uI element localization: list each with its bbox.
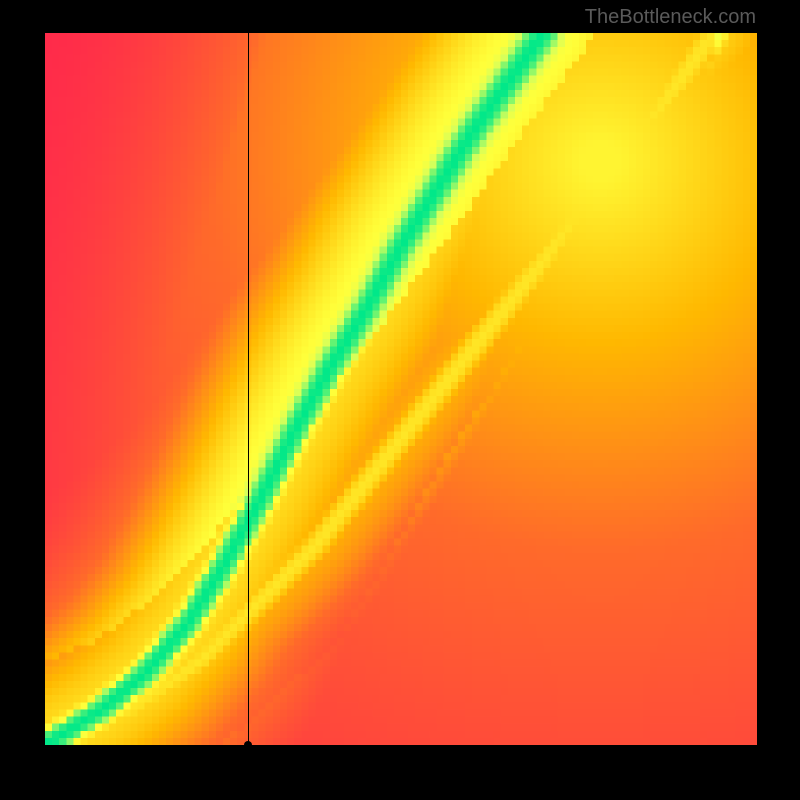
plot-area	[44, 32, 756, 744]
crosshair-marker	[244, 741, 252, 749]
watermark-text: TheBottleneck.com	[585, 6, 756, 29]
heatmap-canvas	[45, 33, 757, 745]
crosshair-vertical	[248, 33, 249, 743]
